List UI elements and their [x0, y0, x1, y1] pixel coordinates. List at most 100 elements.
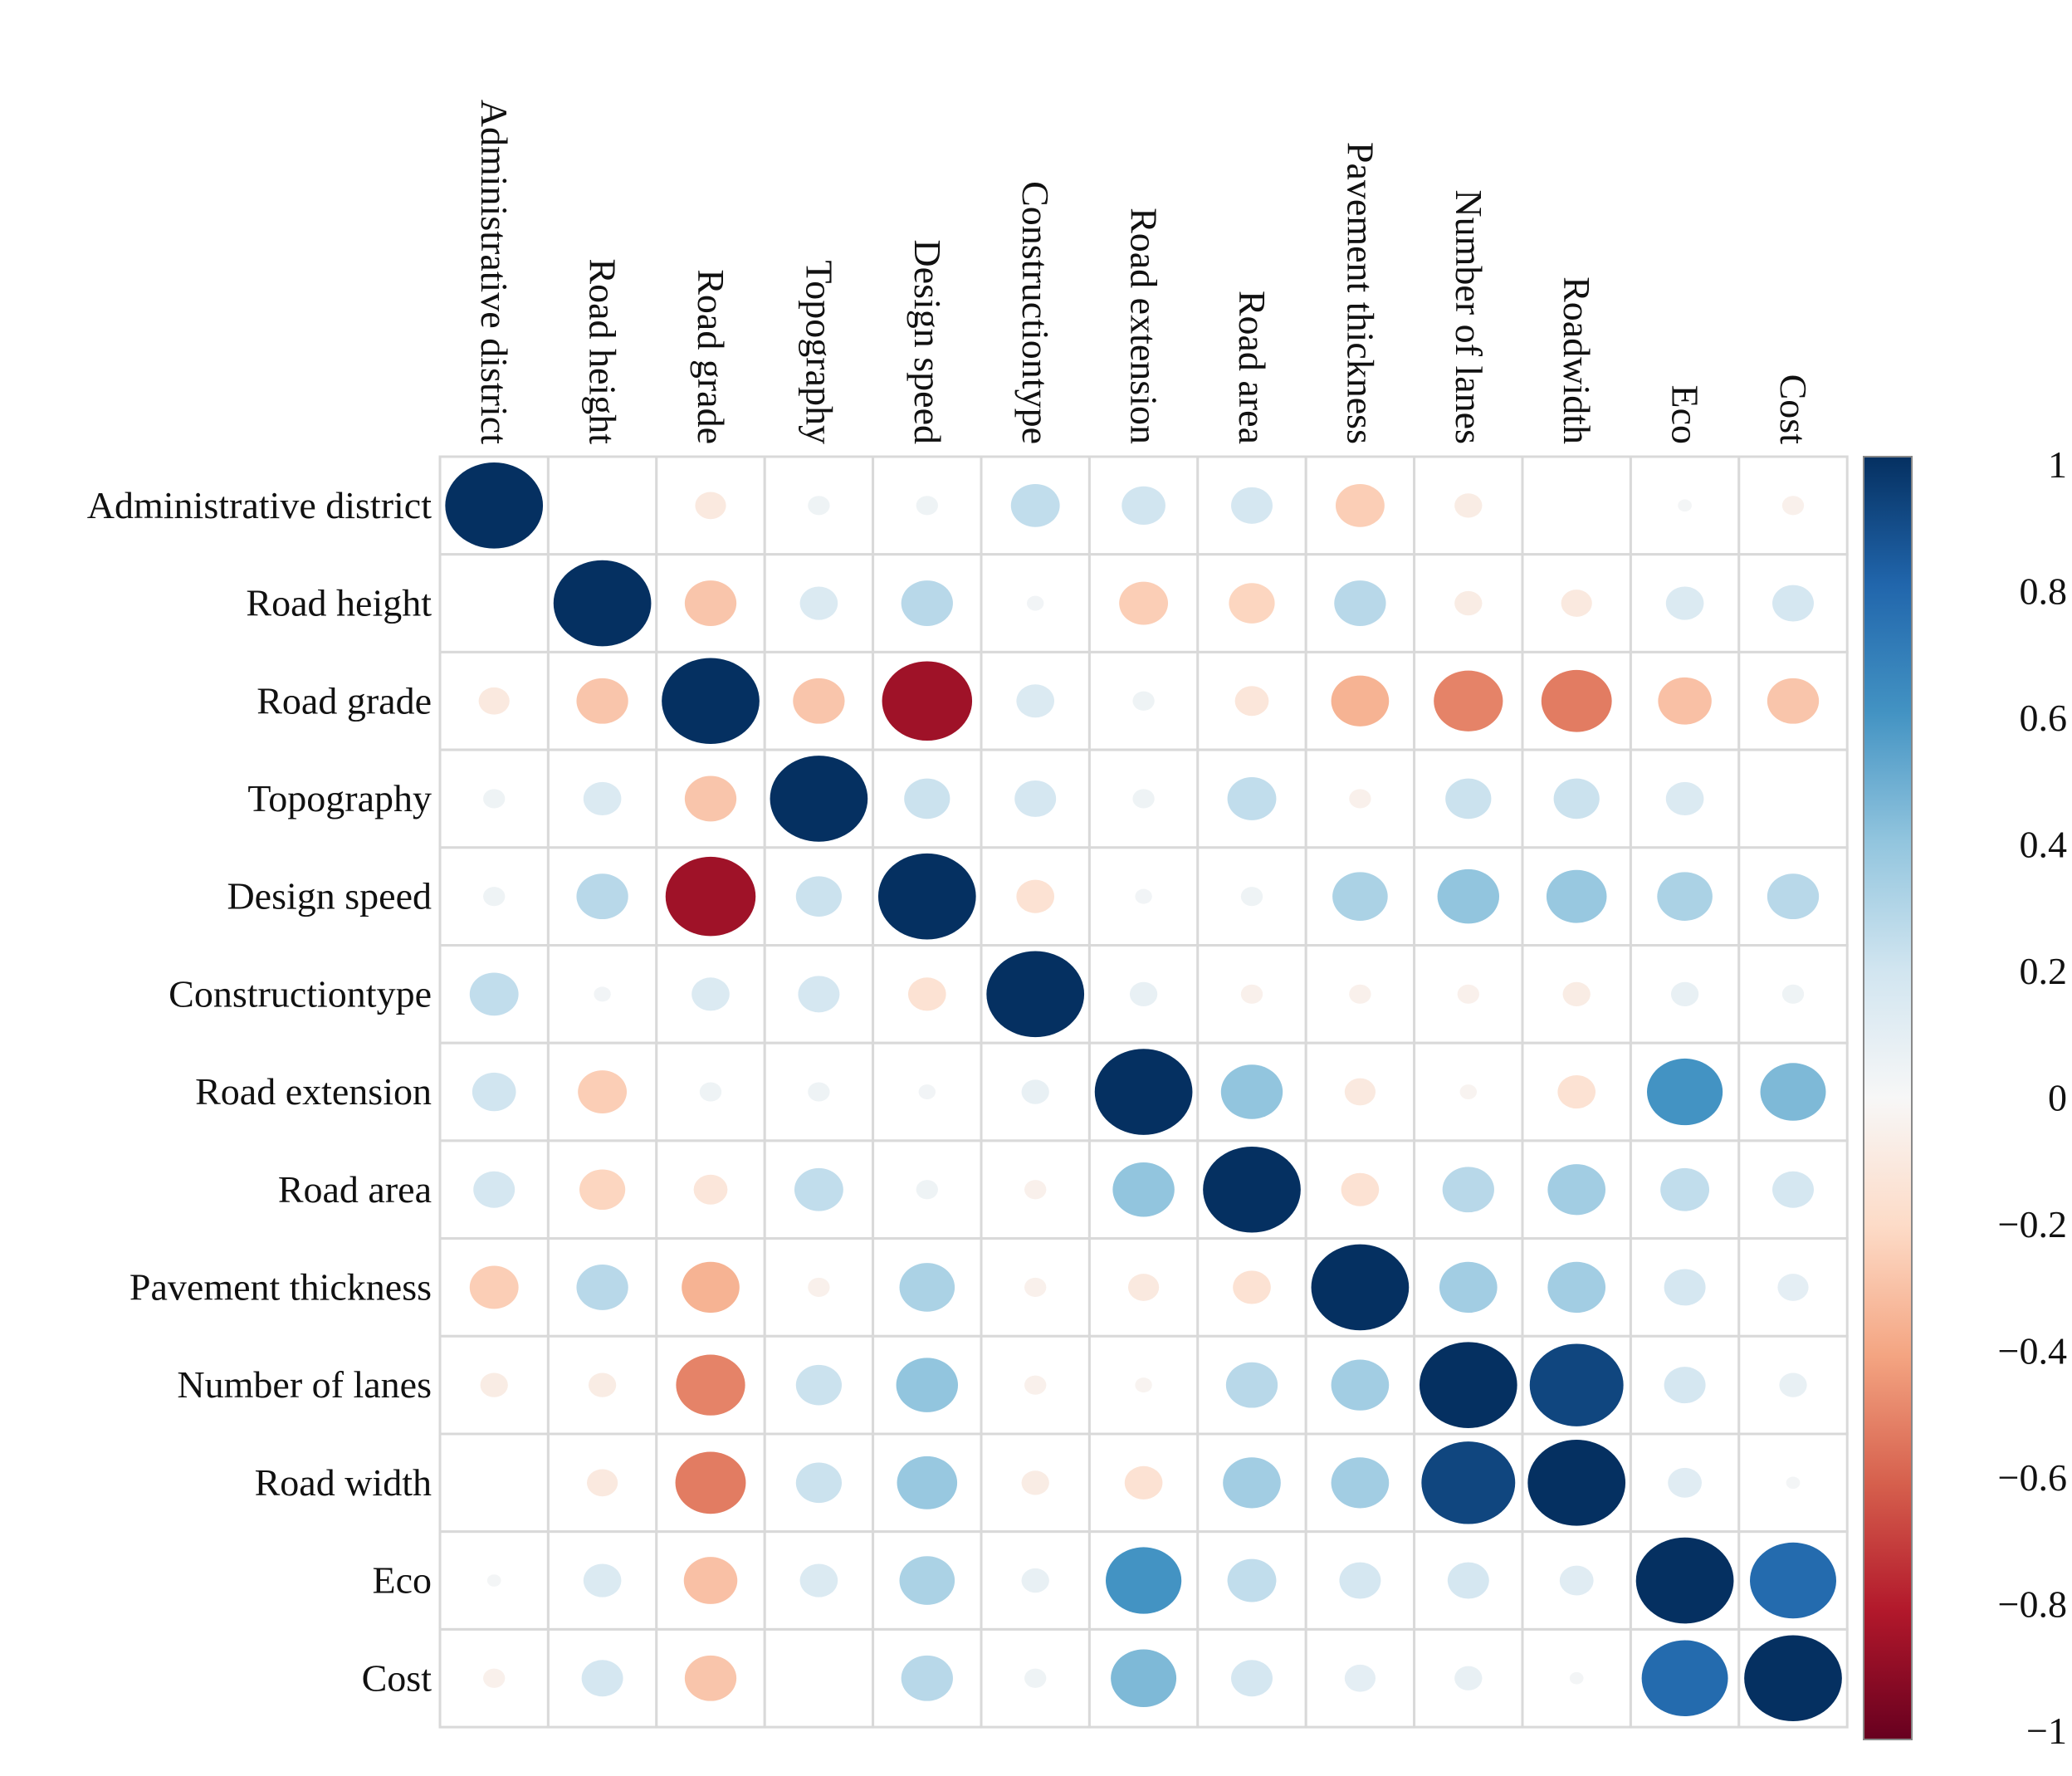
correlation-circle — [808, 1277, 830, 1298]
correlation-circle — [896, 1358, 959, 1412]
grid-cell — [1304, 553, 1416, 653]
correlation-circle — [1010, 483, 1060, 527]
grid-cell — [1196, 455, 1307, 556]
correlation-circle — [908, 977, 946, 1011]
correlation-circle — [1014, 780, 1057, 817]
correlation-circle — [1024, 1180, 1047, 1200]
correlation-circle — [695, 492, 726, 520]
row-label: Number of lanes — [177, 1363, 432, 1406]
correlation-circle — [1119, 581, 1169, 625]
row-label: Road width — [255, 1461, 432, 1504]
colorbar-tick-labels: 1 0.8 0.6 0.4 0.2 0 −0.2 −0.4 −0.6 −0.8 −1 — [1998, 443, 2067, 1752]
correlation-circle — [1786, 1476, 1801, 1490]
correlation-circle — [1767, 873, 1820, 920]
correlation-circle — [583, 1563, 622, 1597]
correlation-circle — [899, 1263, 955, 1312]
correlation-circle — [1229, 583, 1275, 624]
correlation-circle — [1231, 1660, 1273, 1697]
correlation-circle — [1024, 1375, 1047, 1395]
grid-cell — [1521, 455, 1632, 556]
correlation-circle — [1419, 1342, 1517, 1428]
correlation-circle — [1344, 1664, 1376, 1692]
correlation-circle — [1454, 590, 1483, 616]
correlation-circle — [588, 1372, 617, 1397]
correlation-circle — [1094, 1049, 1193, 1135]
grid-cell — [1737, 650, 1849, 751]
correlation-circle — [1459, 1084, 1477, 1100]
column-label: Road area — [1231, 291, 1273, 444]
correlation-circle — [1021, 1568, 1049, 1593]
grid-cell — [1737, 748, 1849, 849]
correlation-circle — [1231, 487, 1273, 524]
correlation-circle — [578, 1070, 628, 1113]
correlation-circle — [1344, 1078, 1376, 1106]
correlation-circle — [916, 1180, 938, 1200]
correlation-circle — [808, 496, 830, 516]
correlation-circle — [1660, 1167, 1710, 1211]
row-label: Topography — [247, 777, 432, 820]
correlation-circle — [583, 781, 622, 816]
row-labels: Administrative district Road height Road g… — [87, 484, 432, 1699]
row-label: Pavement thickness — [130, 1265, 432, 1308]
column-label: Road extension — [1123, 208, 1166, 444]
correlation-circle — [1767, 678, 1820, 724]
correlation-circle — [478, 687, 510, 715]
grid-cell — [1196, 1530, 1307, 1631]
correlation-circle — [581, 1660, 623, 1697]
correlation-circle — [1664, 1367, 1706, 1404]
colorbar-tick-label: 0.2 — [2020, 950, 2068, 992]
correlation-circle — [1234, 686, 1269, 717]
correlation-circle — [1546, 869, 1607, 923]
correlation-circle — [1240, 984, 1263, 1004]
correlation-circle — [1670, 981, 1699, 1006]
correlation-circle — [682, 1261, 740, 1314]
correlation-circle — [1335, 483, 1385, 527]
correlation-circle — [882, 661, 973, 741]
correlation-circle — [579, 1169, 626, 1211]
correlation-circle — [1111, 1649, 1177, 1707]
correlation-circle — [1331, 675, 1390, 727]
correlation-circle — [1341, 1172, 1380, 1206]
correlation-circle — [1664, 1269, 1706, 1306]
correlation-circle — [901, 580, 953, 626]
correlation-circle — [1454, 493, 1483, 518]
correlation-circle — [899, 1556, 955, 1605]
correlation-circle — [904, 778, 950, 820]
colorbar-gradient — [1863, 456, 1913, 1740]
correlation-circle — [794, 1167, 843, 1211]
row-label: Eco — [372, 1559, 432, 1602]
correlation-circle — [1132, 691, 1155, 711]
correlation-circle — [1240, 887, 1263, 907]
colorbar-tick-label: 0.8 — [2020, 570, 2068, 613]
correlation-circle — [986, 951, 1085, 1038]
correlation-circle — [1434, 670, 1503, 731]
correlation-circle — [594, 986, 611, 1002]
correlation-circle — [1439, 1261, 1498, 1314]
correlation-circle — [693, 1174, 728, 1205]
colorbar-tick-label: −0.4 — [1998, 1330, 2067, 1372]
correlation-circle — [1772, 585, 1814, 622]
correlation-circle — [1331, 1457, 1390, 1509]
colorbar-tick-label: −0.2 — [1998, 1203, 2067, 1245]
correlation-circle — [472, 1072, 516, 1112]
correlation-circle — [576, 678, 628, 724]
correlation-circle — [684, 775, 737, 822]
correlation-circle — [675, 1451, 746, 1514]
correlation-circle — [483, 887, 506, 907]
correlation-circle — [1223, 1457, 1281, 1509]
correlation-circle — [665, 856, 756, 937]
column-label: Constructiontype — [1014, 181, 1057, 444]
correlation-circle — [1437, 868, 1500, 924]
correlation-circle — [1112, 1162, 1175, 1217]
correlation-circle — [1349, 789, 1371, 809]
grid-cell — [438, 553, 550, 653]
column-label: Design speed — [906, 239, 949, 444]
correlation-circle — [1541, 669, 1612, 732]
colorbar-tick-label: 0.4 — [2020, 824, 2068, 866]
correlation-circle — [1529, 1343, 1624, 1426]
correlation-circle — [576, 1265, 628, 1310]
correlation-circle — [770, 756, 868, 842]
row-label: Road extension — [195, 1070, 432, 1113]
correlation-circle — [1021, 1079, 1049, 1104]
